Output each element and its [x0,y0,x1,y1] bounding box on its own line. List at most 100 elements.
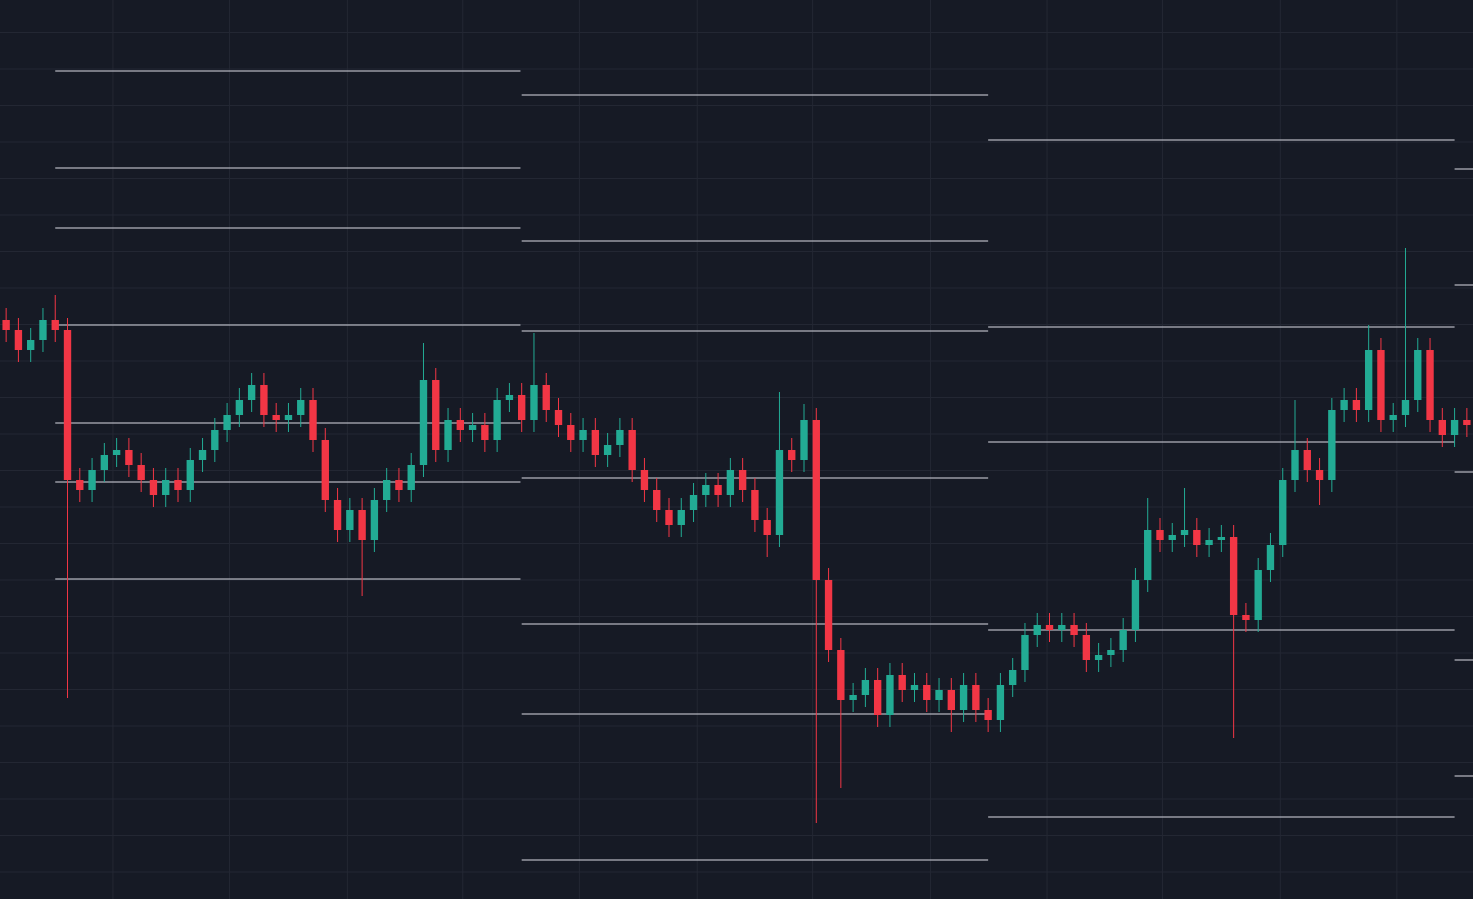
candle-body [112,450,121,455]
candle-body [763,520,771,535]
candle-body [1144,530,1152,580]
candle-body [468,425,477,430]
candle-body [775,450,784,535]
candle-body [1094,655,1103,660]
candle-body [1058,625,1066,630]
candle-body [1193,530,1201,545]
candle-body [714,485,722,495]
candle-body [849,695,857,700]
candle-body [861,680,870,695]
candle-body [910,685,919,690]
candle-body [1205,540,1213,545]
candle-body [1217,537,1226,540]
candle-body [125,450,133,465]
candle-body [579,430,587,440]
candle-body [2,320,10,330]
candle-body [162,480,170,495]
candle-body [1389,415,1397,420]
candle-body [186,460,194,490]
candle-body [886,675,894,715]
candle-body [1131,580,1140,630]
candle-body [51,320,59,330]
candle-body [542,385,550,410]
candle-body [923,685,931,700]
candle-body [27,340,35,350]
candle-body [567,425,575,440]
candle-body [1156,530,1164,540]
candle-body [1340,400,1348,410]
candle-body [665,510,673,525]
candle-body [530,385,538,420]
candle-body [260,385,268,415]
candle-body [395,480,403,490]
candle-body [554,410,563,425]
candle-body [358,510,366,540]
candle-body [1364,350,1373,410]
candle-body [1229,537,1238,615]
candle-body [1242,615,1250,620]
candle-body [1021,635,1029,670]
candle-body [616,430,624,445]
candle-body [1450,420,1459,435]
candle-body [174,480,182,490]
candle-body [346,510,354,530]
candle-body [88,470,96,490]
candle-body [702,485,710,495]
candle-body [247,385,256,400]
candle-body [677,510,685,525]
candle-body [432,380,440,450]
candle-body [272,415,280,420]
candle-body [640,470,649,490]
candle-body [1070,625,1078,635]
candle-body [1168,535,1176,540]
candle-body [837,650,845,700]
candle-body [1045,625,1054,630]
candle-body [493,400,501,440]
candle-body [481,425,489,440]
candle-body [518,395,526,420]
candle-body [996,685,1005,720]
candle-body [1291,450,1299,480]
candle-body [456,420,464,430]
candle-body [1119,630,1127,650]
candle-body [898,675,906,690]
candle-body [726,470,735,495]
candle-body [382,480,391,500]
candle-body [211,430,219,450]
candle-body [444,420,452,450]
candle-body [628,430,636,470]
candle-body [1254,570,1262,620]
candle-body [1328,410,1336,480]
candle-body [370,500,379,540]
candle-body [1266,545,1275,570]
candle-body [1033,625,1041,635]
candle-body [1438,420,1446,435]
candle-body [333,500,342,530]
candle-body [149,480,158,495]
candle-body [137,465,145,480]
candle-body [591,430,600,455]
candle-body [1303,450,1311,470]
candle-body [689,495,698,510]
candle-body [1082,635,1091,660]
candle-body [1414,350,1422,400]
candle-body [63,330,72,480]
candle-body [1279,480,1287,545]
candle-body [39,320,47,340]
candle-body [788,450,796,460]
candle-body [800,420,808,460]
candle-body [1107,650,1115,655]
candle-body [1463,420,1471,425]
candle-body [297,400,305,415]
candle-body [235,400,244,415]
candle-body [653,490,661,510]
candle-body [984,710,992,720]
candle-body [751,490,759,520]
candle-body [873,680,882,715]
candle-body [14,330,23,350]
candle-body [1009,670,1017,685]
candle-body [505,395,514,400]
candle-body [824,580,833,650]
